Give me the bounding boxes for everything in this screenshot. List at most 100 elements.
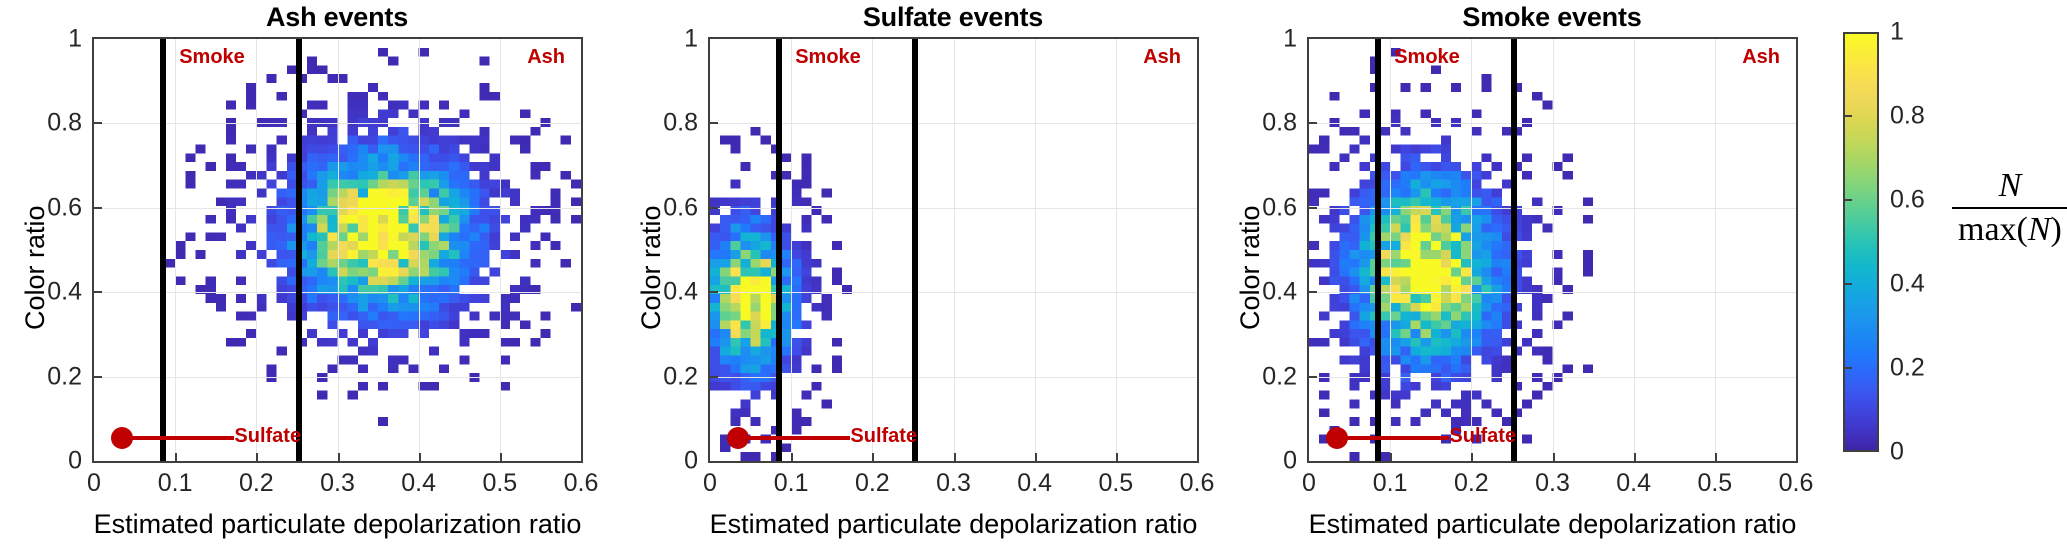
x-axis-tickmark [953,453,956,461]
colorbar-tick-label: 0.4 [1890,269,1925,298]
y-axis-tick-label: 0.8 [47,108,82,137]
y-axis-tickmark [1309,122,1317,125]
gridline-horizontal [94,123,581,125]
y-axis-tick-label: 0.8 [663,108,698,137]
y-axis-tickmark [94,375,102,378]
y-axis-label: Color ratio [20,205,50,330]
zone-label-smoke: Smoke [179,45,245,68]
gridline-vertical [337,39,339,461]
x-axis-tick-label: 0.2 [854,469,890,497]
y-axis-tickmark [94,206,102,209]
y-axis-tick-label: 0.6 [663,193,698,222]
gridline-horizontal [1309,207,1796,209]
colorbar-title-denominator: max(N) [1952,210,2067,248]
y-axis-tick-label: 0.4 [1262,277,1297,306]
colorbar-tickmark [1843,283,1852,285]
gridline-vertical [175,39,177,461]
gridline-horizontal [710,123,1197,125]
gridline-vertical [1552,39,1554,461]
x-axis-tick-label: 0.2 [238,469,274,497]
y-axis-tickmark [1309,375,1317,378]
gridline-vertical [1633,39,1635,461]
x-axis-tickmark [872,453,875,461]
x-axis-tickmark [256,453,259,461]
y-axis-tickmark [710,206,718,209]
x-axis-tick-label: 0.5 [482,469,518,497]
colorbar-tick-label: 0.2 [1890,353,1925,382]
max-variable: N [2027,210,2051,248]
x-axis-label: Estimated particulate depolarization rat… [709,509,1198,539]
x-axis-label: Estimated particulate depolarization rat… [93,509,582,539]
colorbar-tick-label: 1 [1890,17,1904,46]
x-axis-tick-label: 0.5 [1098,469,1134,497]
x-axis-tick-label: 0.4 [401,469,437,497]
colorbar-tickmark [1843,115,1852,117]
x-axis-tick-label: 0.1 [157,469,193,497]
y-axis-tick-label: 1 [68,24,82,53]
gridline-vertical [1034,39,1036,461]
panel-smoke: Smoke events Smoke Ash Sulfate 0 0.2 0.4 0.6 0.8… [1235,0,1813,556]
colorbar-tick-label: 0.6 [1890,185,1925,214]
x-axis-tick-label: 0.6 [1179,469,1215,497]
gridline-horizontal [710,207,1197,209]
x-axis-tick-label: 0 [87,469,101,497]
plot-area-smoke: Smoke Ash Sulfate [1307,37,1798,463]
y-axis-tick-label: 0 [1283,446,1297,475]
x-axis-tick-label: 0 [703,469,717,497]
x-axis-tick-label: 0.2 [1453,469,1489,497]
gridline-horizontal [1309,292,1796,294]
gridline-horizontal [710,376,1197,378]
y-axis-tickmark [710,291,718,294]
y-axis-tickmark [94,122,102,125]
gridline-vertical [1115,39,1117,461]
y-axis-tickmark [710,122,718,125]
x-axis-label: Estimated particulate depolarization rat… [1308,509,1797,539]
sulfate-marker-label: Sulfate [1449,424,1517,447]
plot-area-sulfate: Smoke Ash Sulfate [708,37,1199,463]
x-axis-tickmark [175,453,178,461]
x-axis-tickmark [1471,453,1474,461]
y-axis-tick-label: 0.2 [663,362,698,391]
sulfate-marker-label: Sulfate [234,424,302,447]
x-axis-tick-label: 0.1 [1372,469,1408,497]
y-axis-tick-label: 0.2 [1262,362,1297,391]
gridline-vertical [499,39,501,461]
panel-title: Ash events [265,2,409,32]
colorbar-title-numerator: N [1998,167,2022,204]
gridline-horizontal [94,292,581,294]
y-axis-label: Color ratio [636,205,666,330]
threshold-line-smoke-ash [1511,39,1518,461]
y-axis-tick-label: 0 [684,446,698,475]
x-axis-tick-label: 0.6 [563,469,599,497]
x-axis-tickmark [1390,453,1393,461]
x-axis-tick-label: 0.3 [936,469,971,497]
colorbar-tickmark [1843,367,1852,369]
fraction-bar [1952,206,2067,209]
y-axis-tick-label: 0.4 [47,277,82,306]
x-axis-tickmark [1552,453,1555,461]
zone-label-ash: Ash [1742,45,1780,68]
gridline-horizontal [94,207,581,209]
zone-label-ash: Ash [1143,45,1181,68]
x-axis-tick-label: 0 [1302,469,1316,497]
x-axis-tick-label: 0.4 [1017,469,1053,497]
y-axis-tick-label: 1 [684,24,698,53]
gridline-horizontal [710,292,1197,294]
x-axis-tickmark [499,453,502,461]
gridline-vertical [791,39,793,461]
x-axis-tick-label: 0.4 [1616,469,1652,497]
gridline-vertical [1471,39,1473,461]
gridline-vertical [953,39,955,461]
zone-label-smoke: Smoke [795,45,861,68]
gridline-vertical [256,39,258,461]
plot-area-ash: Smoke Ash Sulfate [92,37,583,463]
colorbar-tick-label: 0 [1890,437,1904,466]
colorbar-gradient [1843,32,1879,452]
panel-title: Smoke events [1462,2,1642,32]
x-axis-tick-label: 0.3 [320,469,355,497]
y-axis-tick-label: 0.8 [1262,108,1297,137]
threshold-line-sulfate-smoke [775,39,782,461]
y-axis-label: Color ratio [1235,205,1265,330]
panel-sulfate: Sulfate events Smoke Ash Sulfate 0 0.2 0.4 0.6 0… [636,0,1214,556]
